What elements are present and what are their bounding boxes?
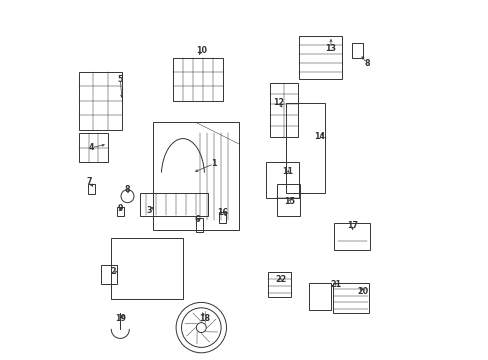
Bar xyxy=(267,272,291,297)
Text: 8: 8 xyxy=(124,185,130,194)
Text: 2: 2 xyxy=(110,267,116,276)
Text: 18: 18 xyxy=(199,314,210,323)
Bar xyxy=(332,283,368,313)
Text: 7: 7 xyxy=(86,177,92,186)
Bar xyxy=(276,184,300,216)
Bar xyxy=(334,223,370,250)
Text: 15: 15 xyxy=(284,197,294,206)
Bar xyxy=(309,283,330,310)
Bar xyxy=(79,72,122,130)
Text: 17: 17 xyxy=(346,220,357,230)
Text: 14: 14 xyxy=(314,132,325,141)
Text: 8: 8 xyxy=(364,59,369,68)
Text: 20: 20 xyxy=(357,287,368,296)
Text: 1: 1 xyxy=(211,159,216,168)
Bar xyxy=(269,83,298,137)
Text: 19: 19 xyxy=(115,314,125,323)
Bar xyxy=(111,238,183,299)
Text: 3: 3 xyxy=(146,206,152,215)
Text: 12: 12 xyxy=(273,98,284,107)
Text: 10: 10 xyxy=(195,46,206,55)
Text: 5: 5 xyxy=(117,75,123,84)
Text: 13: 13 xyxy=(325,44,336,53)
Text: 16: 16 xyxy=(217,208,228,217)
Bar xyxy=(172,58,223,101)
Text: 9: 9 xyxy=(117,204,123,213)
Text: 11: 11 xyxy=(282,166,293,176)
Text: 4: 4 xyxy=(88,143,94,152)
Bar xyxy=(298,36,341,79)
Bar xyxy=(152,122,239,230)
Bar xyxy=(265,162,298,198)
Text: 22: 22 xyxy=(274,275,285,284)
Bar xyxy=(79,133,107,162)
Bar xyxy=(140,193,208,216)
Text: 6: 6 xyxy=(195,215,200,224)
Text: 21: 21 xyxy=(330,280,341,289)
